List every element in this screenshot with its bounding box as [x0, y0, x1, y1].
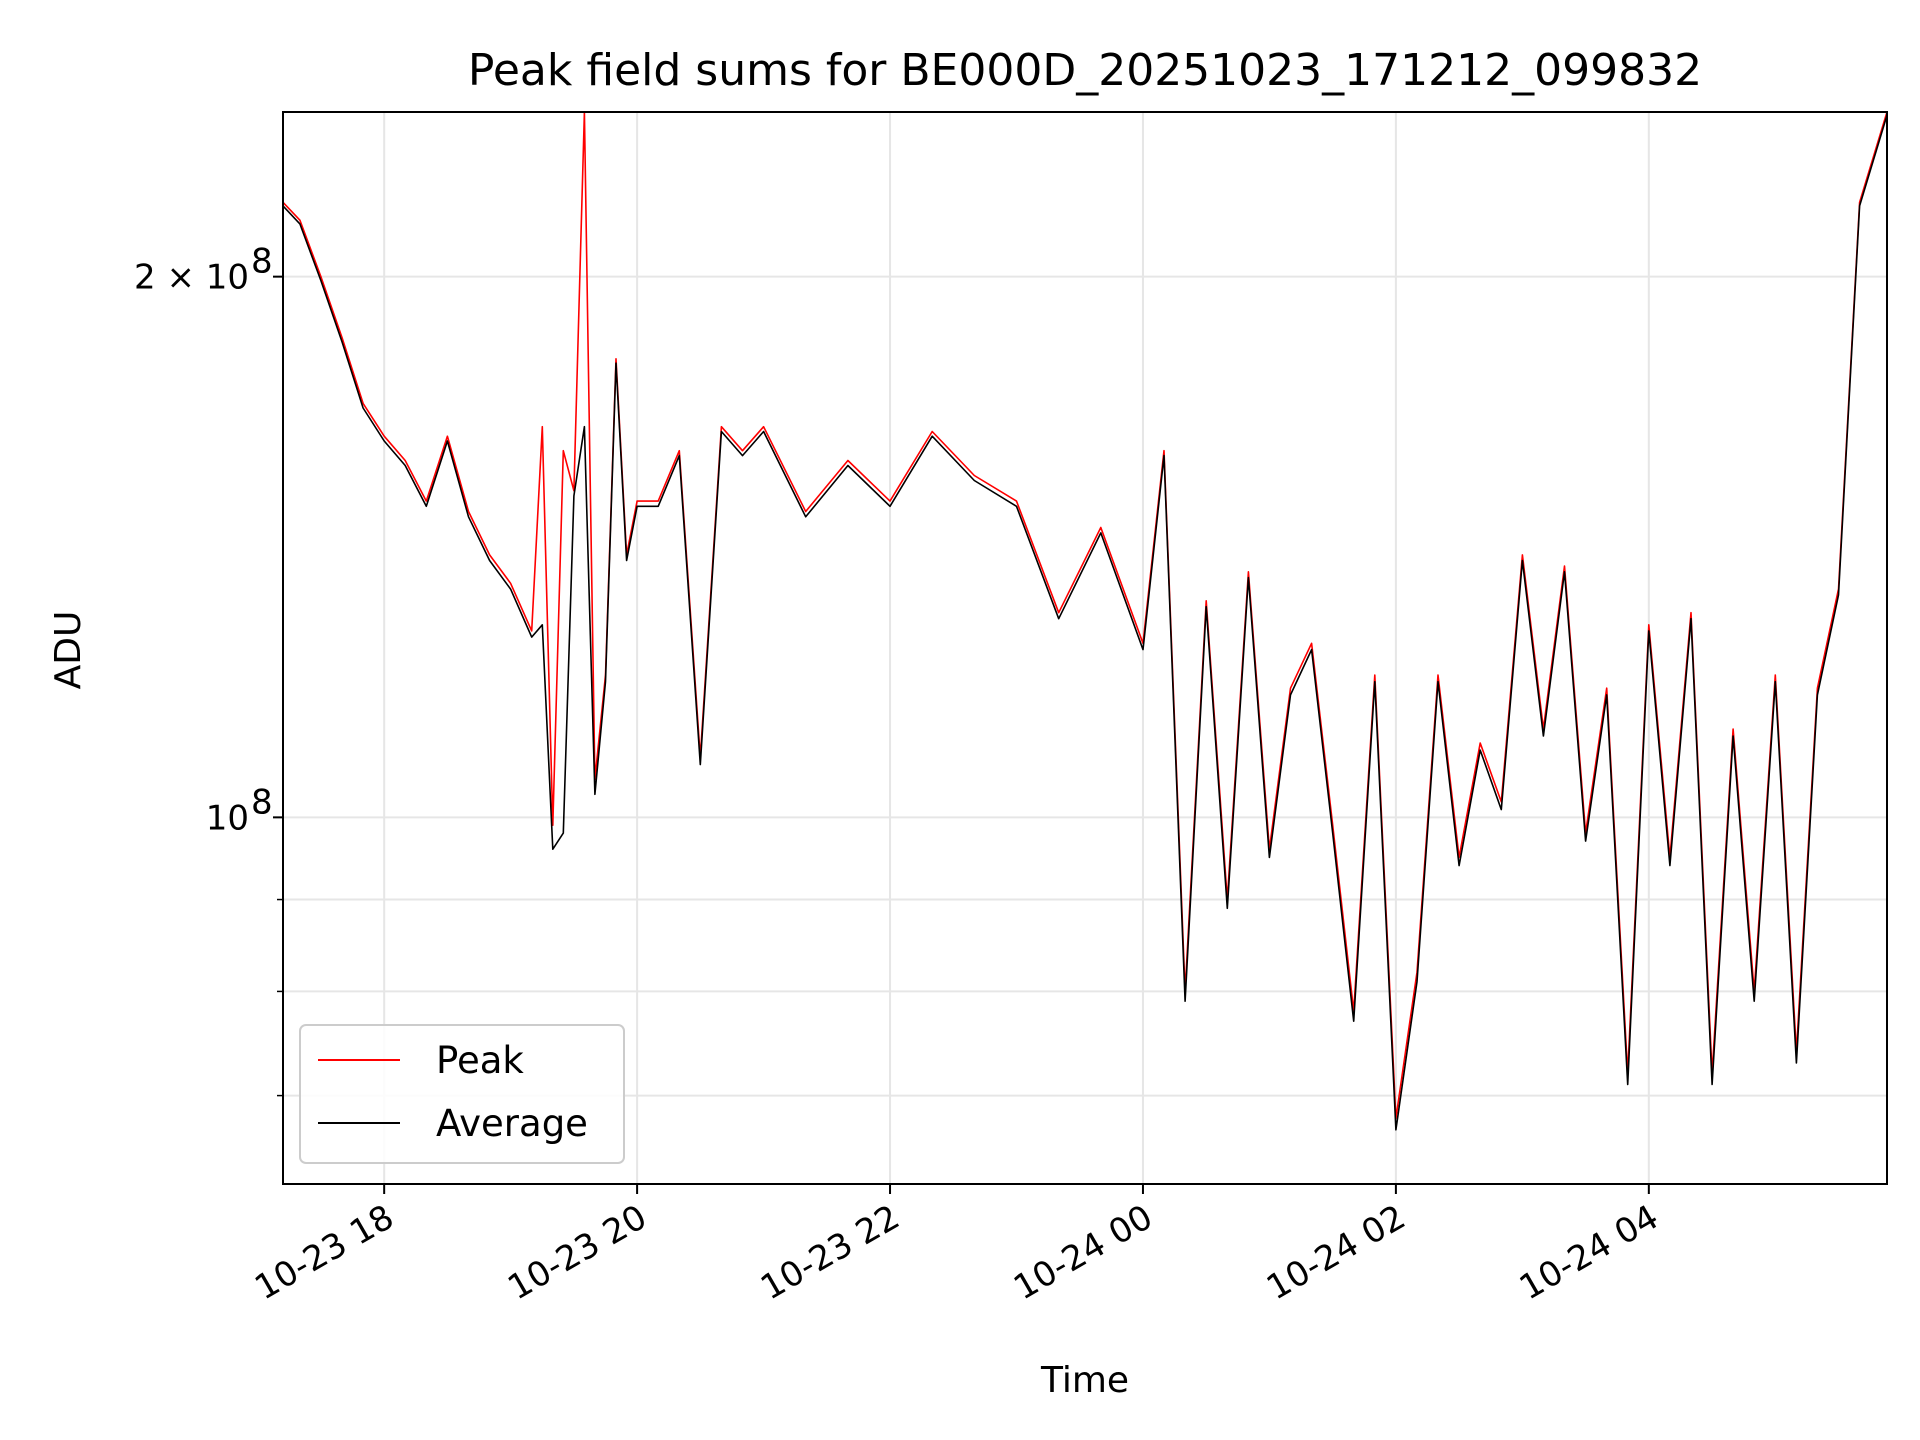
plot-frame	[282, 111, 1888, 1185]
legend: Peak Average	[299, 1024, 625, 1164]
chart-title: Peak field sums for BE000D_20251023_1712…	[468, 45, 1702, 96]
y-tick-exponent: 8	[251, 782, 273, 822]
y-axis-ticks: 10 82 × 10 8	[134, 242, 283, 1097]
plot-lines	[282, 111, 1888, 1131]
y-tick-label: 10	[206, 798, 249, 838]
legend-label-average: Average	[436, 1102, 588, 1145]
y-tick-label: 2 × 10	[134, 258, 249, 298]
legend-label-peak: Peak	[436, 1039, 524, 1082]
series-line-average	[282, 114, 1888, 1131]
y-tick-exponent: 8	[251, 242, 273, 282]
y-axis-label: ADU	[48, 611, 89, 690]
x-axis-label: Time	[1040, 1360, 1129, 1401]
grid	[283, 112, 1887, 1184]
